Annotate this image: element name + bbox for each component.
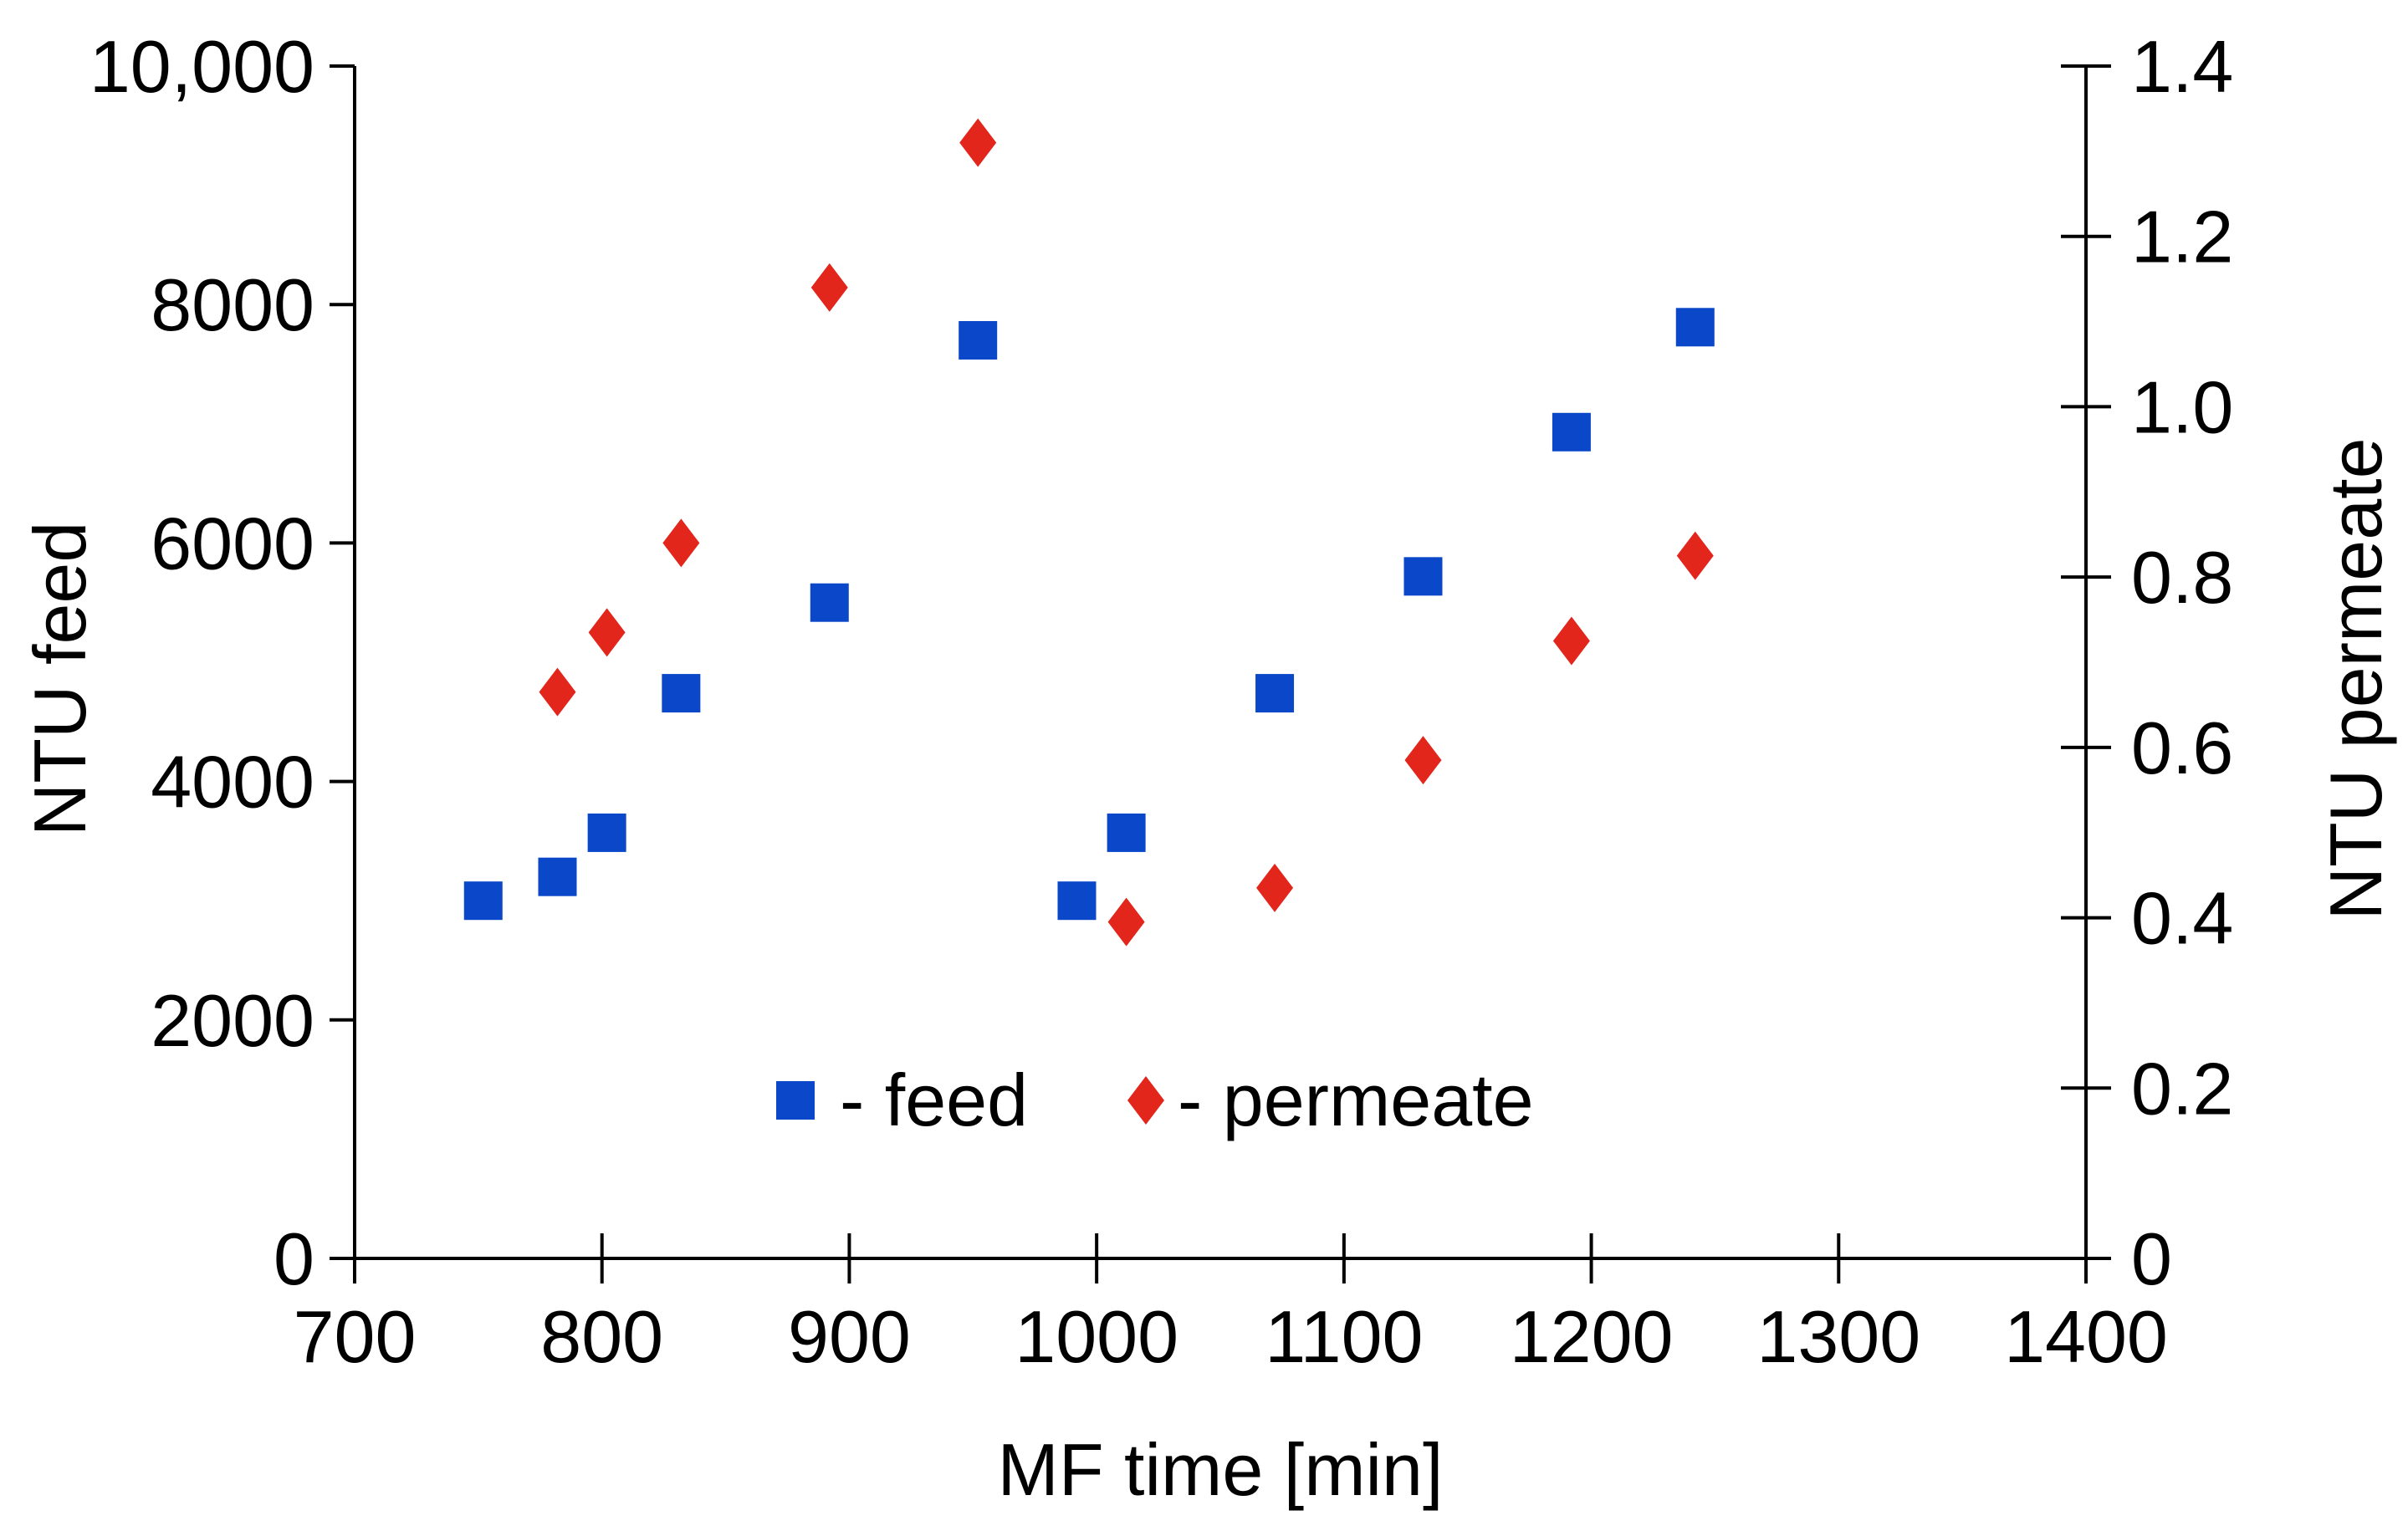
- x-axis-title: MF time [min]: [998, 1428, 1444, 1511]
- y-tick-label-left: 8000: [151, 263, 314, 346]
- x-tick-label: 1100: [1265, 1295, 1423, 1378]
- feed-point: [1552, 412, 1591, 452]
- feed-point: [959, 320, 998, 360]
- x-tick-label: 700: [294, 1295, 417, 1378]
- x-tick-label: 800: [540, 1295, 663, 1378]
- feed-point: [463, 881, 503, 921]
- permeate-point: [1552, 616, 1590, 666]
- permeate-point: [539, 667, 576, 717]
- permeate-point: [1676, 531, 1714, 580]
- y-tick-label-left: 2000: [151, 979, 314, 1062]
- legend-marker-permeate: [1127, 1076, 1164, 1125]
- feed-point: [1403, 557, 1443, 596]
- x-tick-label: 1400: [2004, 1295, 2168, 1378]
- permeate-point: [959, 118, 997, 167]
- axes: [330, 66, 2088, 1260]
- x-tick-label: 1000: [1015, 1295, 1178, 1378]
- y-tick-label-right: 0.2: [2131, 1047, 2233, 1130]
- permeate-point: [810, 263, 848, 312]
- feed-point: [1675, 308, 1715, 347]
- y-axis-title-left: NTU feed: [18, 522, 101, 837]
- ticks: 700 800 900 1000 1100 1200 1300 140002000400060…: [89, 25, 2234, 1378]
- feed-point: [538, 857, 577, 896]
- permeate-point: [662, 518, 700, 568]
- feed-point: [1255, 674, 1295, 713]
- feed-point: [1107, 813, 1146, 852]
- y-axis-title-right: NTU permeate: [2314, 437, 2397, 920]
- permeate-point: [588, 608, 626, 657]
- x-tick-label: 900: [788, 1295, 911, 1378]
- feed-point: [662, 674, 701, 713]
- permeate-point: [1256, 863, 1294, 912]
- legend-label-permeate: - permeate: [1178, 1059, 1534, 1141]
- x-tick-label: 1200: [1510, 1295, 1674, 1378]
- legend-marker-feed: [776, 1081, 815, 1120]
- y-tick-label-right: 0.8: [2131, 536, 2233, 619]
- y-tick-label-right: 1.4: [2131, 25, 2233, 108]
- y-tick-label-left: 4000: [151, 741, 314, 824]
- y-tick-label-left: 10,000: [89, 25, 314, 108]
- feed-point: [587, 813, 626, 852]
- legend-label-feed: - feed: [840, 1059, 1028, 1141]
- feed-point: [1057, 881, 1097, 921]
- y-tick-label-left: 6000: [151, 502, 314, 584]
- permeate-point: [1404, 736, 1442, 785]
- permeate-point: [1107, 897, 1145, 947]
- feed-point: [810, 583, 849, 622]
- y-tick-label-right: 0: [2131, 1217, 2172, 1300]
- y-tick-label-right: 0.4: [2131, 877, 2233, 960]
- y-tick-label-right: 1.0: [2131, 365, 2233, 448]
- data-points: [463, 118, 1715, 947]
- x-tick-label: 1300: [1756, 1295, 1920, 1378]
- legend: - feed - permeate: [776, 1059, 1534, 1141]
- y-tick-label-right: 0.6: [2131, 707, 2233, 789]
- y-tick-label-left: 0: [274, 1217, 314, 1300]
- y-tick-label-right: 1.2: [2131, 196, 2233, 278]
